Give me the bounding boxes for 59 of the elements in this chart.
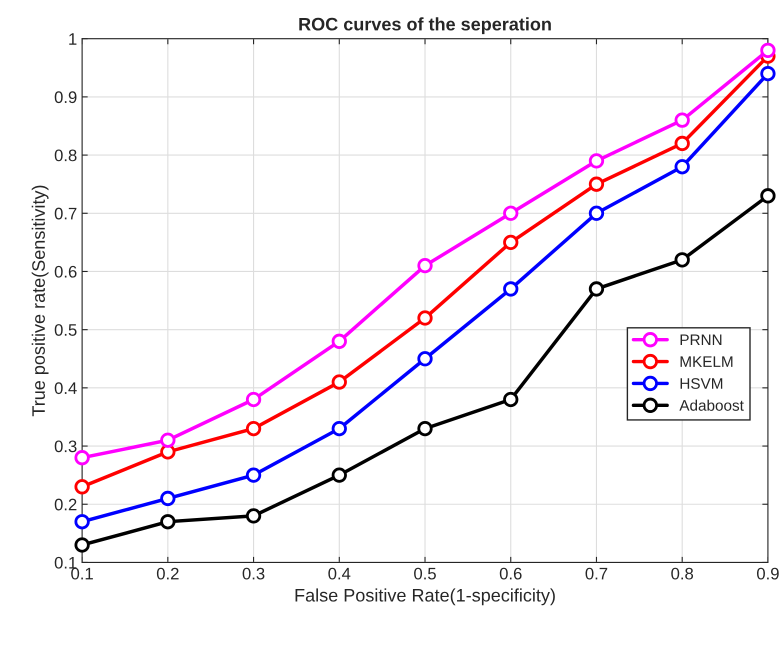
point xyxy=(503,234,518,250)
legend-label: MKELM xyxy=(680,356,732,367)
point xyxy=(417,420,433,436)
x-axis-title: False Positive Rate(1-specificity) xyxy=(296,588,555,606)
y-tick-label: 0.8 xyxy=(54,149,77,162)
y-tick-label: 0.2 xyxy=(54,498,76,510)
point xyxy=(246,420,262,436)
point xyxy=(503,392,518,408)
point xyxy=(760,42,776,58)
point xyxy=(246,508,262,524)
point xyxy=(588,176,604,192)
y-tick-label: 0.3 xyxy=(54,440,77,452)
y-tick-label: 0.7 xyxy=(54,208,76,220)
point xyxy=(332,420,347,436)
x-tick-label: 0.8 xyxy=(671,568,694,580)
point xyxy=(160,490,176,506)
point xyxy=(160,514,176,530)
point xyxy=(417,351,433,366)
x-tick-label: 0.7 xyxy=(586,568,608,580)
point xyxy=(417,310,433,326)
point xyxy=(588,281,604,297)
point xyxy=(503,281,518,297)
point xyxy=(674,252,690,268)
point xyxy=(74,514,90,530)
point xyxy=(503,206,518,221)
y-tick-label: 0.4 xyxy=(54,382,77,394)
legend-label: HSVM xyxy=(680,378,722,389)
x-tick-label: 0.1 xyxy=(71,568,93,580)
y-tick-label: 0.1 xyxy=(54,556,76,569)
point xyxy=(246,392,262,408)
y-tick-label: 0.9 xyxy=(54,91,76,104)
y-axis-title: True positive rate(Sensitivity) xyxy=(32,186,49,416)
chart-title: ROC curves of the seperation xyxy=(299,17,551,34)
point xyxy=(760,188,776,204)
point xyxy=(674,136,690,152)
x-tick-label: 0.2 xyxy=(156,568,179,580)
point xyxy=(74,537,90,553)
y-tick-label: 1 xyxy=(69,33,76,45)
y-tick-label: 0.6 xyxy=(54,266,77,278)
point xyxy=(332,334,347,349)
point xyxy=(674,112,690,128)
point xyxy=(332,468,347,483)
point xyxy=(417,258,433,274)
legend-label: Adaboost xyxy=(679,400,744,411)
y-tick-label: 0.5 xyxy=(54,324,77,336)
x-tick-label: 0.3 xyxy=(242,568,264,580)
point xyxy=(760,66,776,82)
legend-label: PRNN xyxy=(680,334,722,346)
point xyxy=(74,479,90,494)
point xyxy=(332,374,347,390)
x-tick-label: 0.9 xyxy=(756,568,779,580)
point xyxy=(588,206,604,221)
point xyxy=(674,159,690,174)
point xyxy=(588,153,604,169)
point xyxy=(246,468,262,483)
x-tick-label: 0.4 xyxy=(328,568,350,580)
x-tick-label: 0.5 xyxy=(414,568,436,580)
x-tick-label: 0.6 xyxy=(500,568,522,580)
point xyxy=(160,432,176,448)
